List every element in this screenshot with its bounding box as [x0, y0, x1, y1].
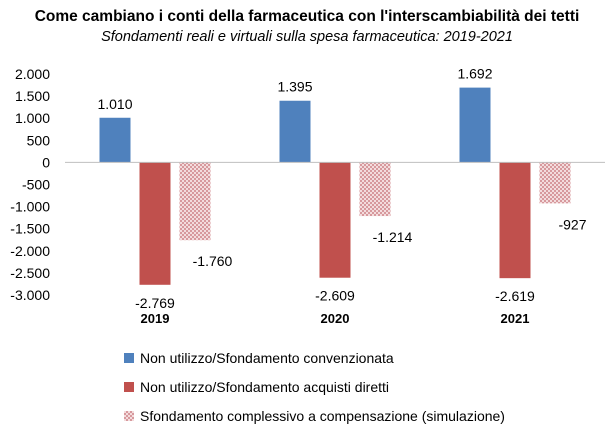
legend-swatch-acquisti-diretti: [124, 381, 134, 392]
y-tick-label: 1.500: [15, 88, 50, 104]
y-tick-label: 0: [42, 154, 50, 170]
bar-2021-series-2: [499, 162, 531, 279]
y-tick-label: -1.500: [10, 221, 50, 237]
y-tick-label: -2.500: [10, 265, 50, 281]
bars: [99, 87, 571, 285]
x-tick-label-2020: 2020: [321, 311, 350, 326]
bar-2020-series-1: [279, 100, 311, 163]
legend: Non utilizzo/Sfondamento convenzionata N…: [124, 343, 505, 430]
value-label-2019-series-1: 1.010: [97, 96, 132, 112]
y-tick-label: 1.000: [15, 110, 50, 126]
legend-item-acquisti-diretti: Non utilizzo/Sfondamento acquisti dirett…: [124, 372, 505, 401]
value-label-2021-series-2: -2.619: [495, 288, 535, 304]
legend-item-convenzionata: Non utilizzo/Sfondamento convenzionata: [124, 343, 505, 372]
y-axis-tick-labels: 2.000 1.500 1.000 500 0 -500 -1.000 -1.500 -2.00…: [10, 66, 50, 303]
y-tick-label: -2.000: [10, 243, 50, 259]
value-label-2020-series-2: -2.609: [315, 288, 355, 304]
legend-swatch-convenzionata: [124, 352, 134, 363]
value-labels: 1.010 -2.769 -1.760 1.395 -2.609 -1.214 1.692 -…: [97, 66, 586, 311]
x-axis-tick-labels: 2019 2020 2021: [141, 311, 530, 326]
bar-2019-series-1: [99, 117, 131, 163]
y-tick-label: -1.000: [10, 199, 50, 215]
chart-title: Come cambiano i conti della farmaceutica…: [34, 8, 580, 25]
x-tick-label-2019: 2019: [141, 311, 170, 326]
bar-2020-series-2: [319, 162, 351, 278]
legend-item-compensazione: Sfondamento complessivo a compensazione …: [124, 401, 505, 430]
value-label-2021-series-3: -927: [558, 216, 586, 232]
y-tick-label: -3.000: [10, 287, 50, 303]
x-tick-label-2021: 2021: [501, 311, 530, 326]
value-label-2019-series-3: -1.760: [193, 253, 233, 269]
legend-label-acquisti-diretti: Non utilizzo/Sfondamento acquisti dirett…: [140, 378, 390, 395]
value-label-2019-series-2: -2.769: [135, 295, 175, 311]
y-tick-label: 2.000: [15, 66, 50, 82]
bar-2019-series-2: [139, 162, 171, 285]
bar-2019-series-3: [179, 162, 211, 241]
value-label-2020-series-1: 1.395: [277, 79, 312, 95]
bar-2021-series-1: [459, 87, 491, 163]
value-label-2020-series-3: -1.214: [373, 229, 413, 245]
bar-2020-series-3: [359, 162, 391, 217]
legend-swatch-compensazione: [124, 410, 134, 421]
bar-2021-series-3: [539, 162, 571, 204]
chart-subtitle: Sfondamenti reali e virtuali sulla spesa…: [101, 29, 513, 45]
y-tick-label: -500: [22, 177, 50, 193]
y-tick-label: 500: [27, 132, 51, 148]
value-label-2021-series-1: 1.692: [457, 66, 492, 82]
legend-label-compensazione: Sfondamento complessivo a compensazione …: [140, 407, 505, 424]
legend-label-convenzionata: Non utilizzo/Sfondamento convenzionata: [140, 349, 394, 366]
